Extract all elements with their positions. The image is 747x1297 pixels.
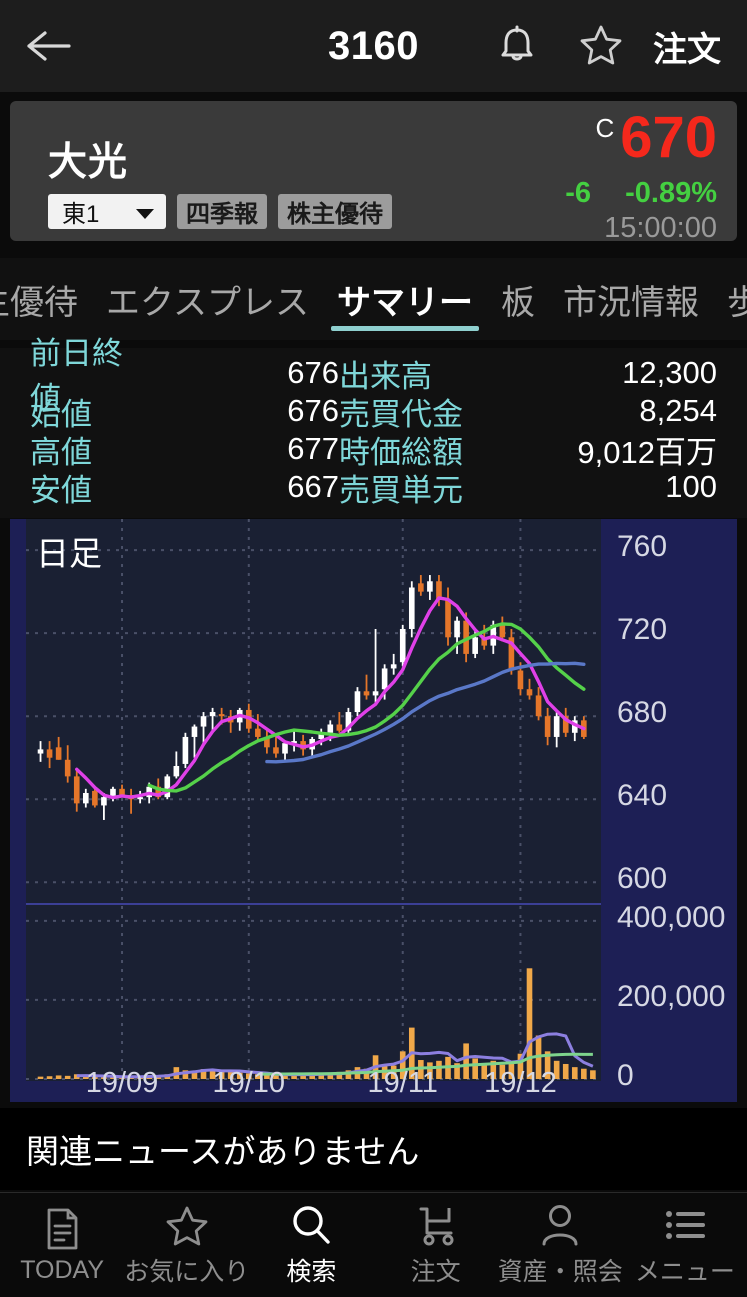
stat-label: 始値 [30, 396, 92, 432]
market-select-label: 東1 [62, 201, 100, 228]
market-select[interactable]: 東1 [48, 194, 166, 229]
stat-row: 高値 677 時価総額 9,012百万 [16, 430, 731, 470]
nav-item-label: TODAY [20, 1255, 105, 1284]
stat-value: 8,254 [639, 393, 717, 428]
person-icon [539, 1202, 581, 1248]
tab-label: エクスプレス [106, 283, 309, 322]
bottom-navigation[interactable]: TODAY お気に入り 検索 注文 資産・照会 メニュー [0, 1192, 747, 1297]
page-title: 3160 [328, 23, 419, 68]
nav-item-label: 注文 [410, 1258, 461, 1286]
tab-label: 主優待 [0, 283, 78, 322]
chart-plot-area[interactable] [26, 519, 601, 1081]
volume-tick-label: 400,000 [617, 900, 726, 934]
price-change-pct: -0.89% [625, 177, 717, 209]
nav-item-0[interactable]: TODAY [0, 1193, 124, 1297]
order-button[interactable]: 注文 [653, 30, 721, 69]
app-bar: 3160 注文 [0, 0, 747, 92]
stat-label: 時価総額 [339, 434, 463, 470]
candlestick-chart [26, 519, 601, 1081]
date-tick-label: 19/12 [484, 1067, 557, 1099]
nav-item-label: お気に入り [124, 1258, 250, 1286]
price-prefix: C [595, 113, 615, 143]
stat-value: 12,300 [622, 355, 717, 390]
tab-label: 市況情報 [562, 283, 699, 322]
price-tick-label: 680 [617, 696, 668, 730]
tab-0[interactable]: 主優待 [0, 258, 92, 340]
tab-3[interactable]: 板 [487, 258, 549, 340]
tab-4[interactable]: 市況情報 [549, 258, 713, 340]
stat-row: 安値 667 売買単元 100 [16, 468, 731, 508]
stat-value: 100 [665, 469, 717, 504]
stat-label: 前日終値 [30, 336, 123, 416]
chart-mode-label: 日足 [36, 535, 102, 572]
back-button[interactable] [0, 0, 96, 92]
price-tick-label: 760 [617, 530, 668, 564]
date-axis: 19/09 19/10 19/11 19/12 [26, 1067, 601, 1102]
nav-item-1[interactable]: お気に入り [124, 1193, 249, 1297]
chevron-down-icon [136, 208, 154, 219]
stat-value: 677 [287, 431, 339, 466]
cart-icon [413, 1202, 459, 1248]
price-tick-label: 600 [617, 862, 668, 896]
stat-row: 始値 676 売買代金 8,254 [16, 392, 731, 432]
nav-item-4[interactable]: 資産・照会 [498, 1193, 623, 1297]
quote-time: 15:00:00 [604, 212, 717, 244]
list-icon [663, 1202, 707, 1248]
company-name: 大光 [48, 141, 129, 184]
yutai-button[interactable]: 株主優待 [278, 194, 392, 229]
shikiho-button[interactable]: 四季報 [177, 194, 267, 229]
stat-label: 出来高 [339, 358, 432, 394]
nav-item-label: 資産・照会 [497, 1258, 623, 1286]
tab-label: サマリー [336, 283, 473, 322]
star-icon [579, 23, 623, 70]
stat-value: 676 [287, 355, 339, 390]
tab-label: 板 [500, 283, 535, 322]
search-icon [289, 1202, 333, 1248]
volume-tick-label: 200,000 [617, 979, 726, 1013]
price-axis [601, 519, 737, 1102]
panel-divider [26, 903, 601, 905]
news-section[interactable]: 関連ニュースがありません [0, 1108, 747, 1190]
tab-1[interactable]: エクスプレス [92, 258, 323, 340]
tab-5[interactable]: 歩み [713, 258, 747, 340]
date-tick-label: 19/11 [367, 1067, 438, 1099]
price-block: C 670 -6 -0.89% 15:00:00 [565, 109, 717, 245]
stat-value: 667 [287, 469, 339, 504]
price-change: -6 [565, 177, 591, 209]
stat-label: 安値 [30, 472, 92, 508]
nav-item-3[interactable]: 注文 [374, 1193, 498, 1297]
stat-value: 9,012百万 [577, 434, 717, 470]
app-bar-actions: 注文 [475, 0, 747, 92]
tab-label: 歩み [726, 283, 747, 322]
price-tick-label: 640 [617, 779, 668, 813]
stat-label: 売買代金 [339, 396, 463, 432]
stats-grid: 前日終値 676 出来高 12,300 始値 676 売買代金 8,254 高値 677 時価総額 9… [0, 336, 747, 518]
quote-panel: 大光 東1 四季報 株主優待 C 670 -6 -0.89% 15:00:00 [10, 101, 737, 244]
news-empty-text: 関連ニュースがありません [26, 1133, 420, 1170]
nav-item-label: 検索 [286, 1258, 337, 1286]
stat-label: 高値 [30, 434, 92, 470]
stat-row: 前日終値 676 出来高 12,300 [16, 336, 731, 416]
stat-label: 売買単元 [339, 472, 463, 508]
quote-chips: 東1 四季報 株主優待 [48, 194, 392, 229]
price-tick-label: 720 [617, 613, 668, 647]
tab-bar[interactable]: 主優待エクスプレスサマリー板市況情報歩み [0, 258, 747, 340]
alert-button[interactable] [475, 0, 559, 92]
nav-item-label: メニュー [634, 1258, 735, 1286]
volume-tick-label: 0 [617, 1059, 634, 1092]
star-icon [165, 1202, 209, 1248]
tab-2[interactable]: サマリー [323, 258, 487, 340]
current-price: 670 [620, 105, 717, 170]
document-icon [42, 1206, 82, 1252]
back-arrow-icon [25, 28, 71, 64]
date-tick-label: 19/10 [212, 1067, 286, 1099]
nav-item-2[interactable]: 検索 [249, 1193, 373, 1297]
favorite-button[interactable] [559, 0, 643, 92]
date-tick-label: 19/09 [85, 1067, 159, 1099]
nav-item-5[interactable]: メニュー [623, 1193, 747, 1297]
chart-container[interactable]: 日足 760 720 680 640 600 400,000 200,000 0 19/09 1… [10, 519, 737, 1102]
stat-value: 676 [287, 393, 339, 428]
bell-icon [498, 22, 536, 71]
